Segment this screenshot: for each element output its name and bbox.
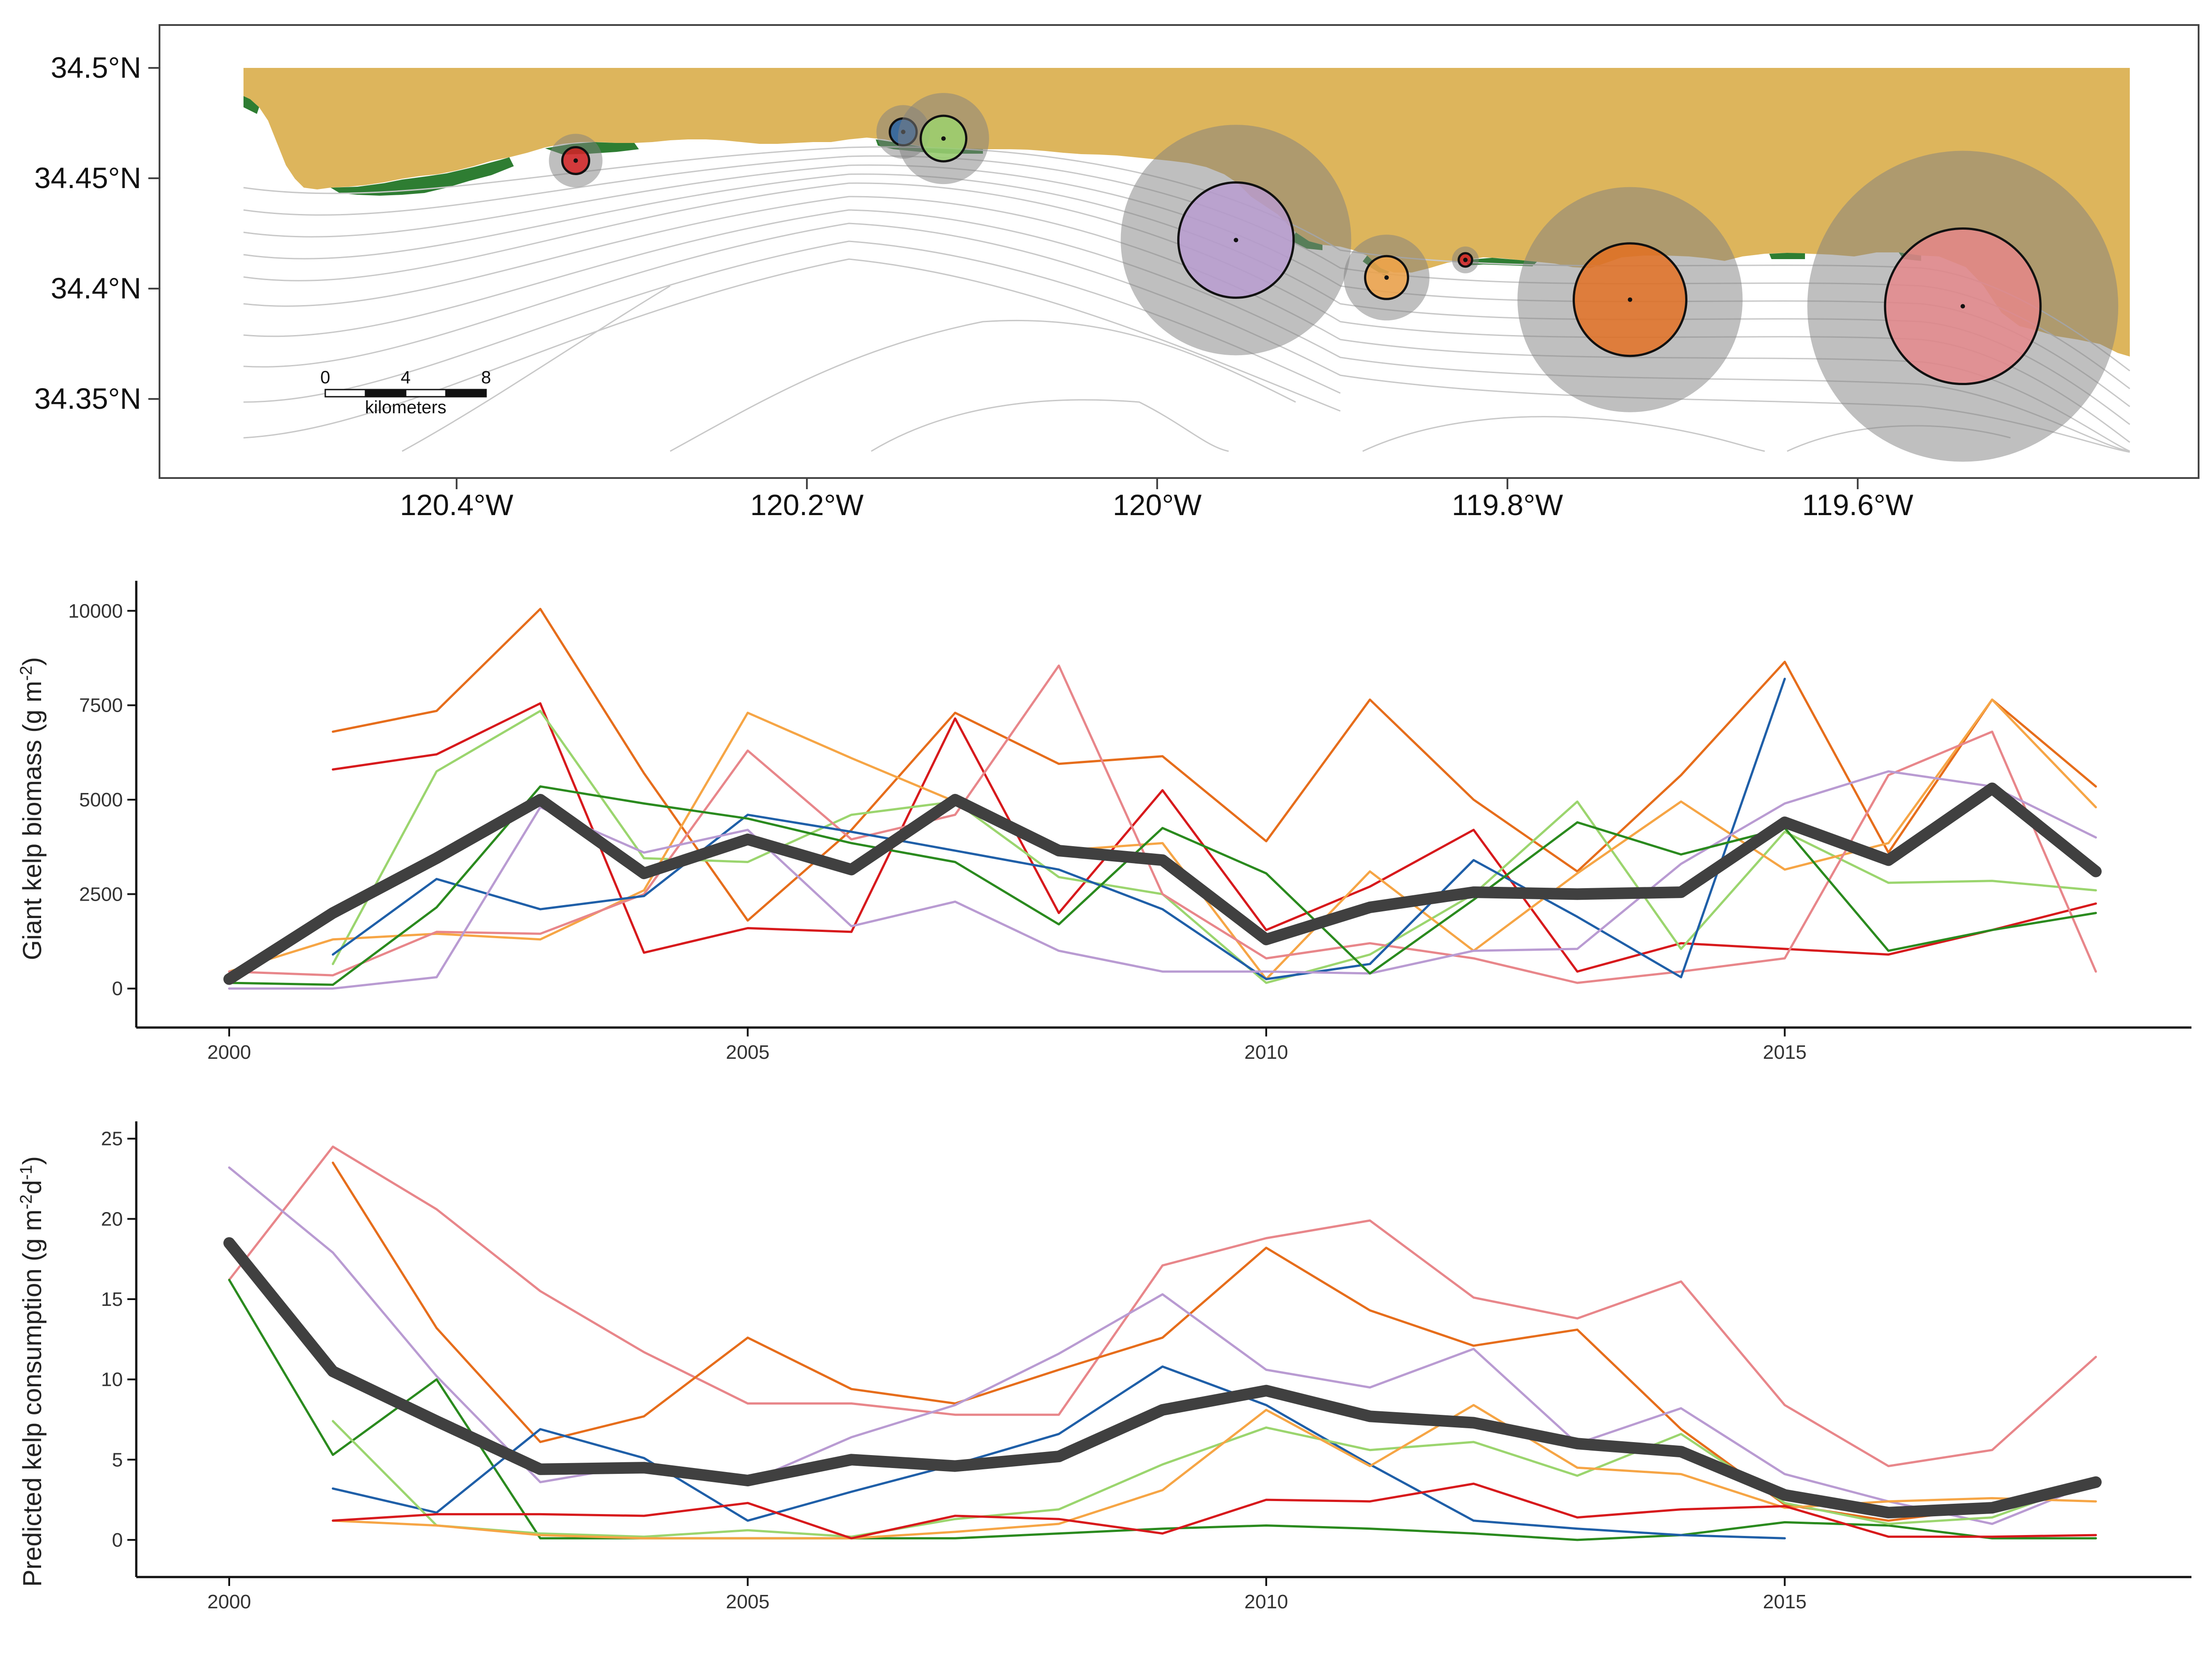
consumption-series-line-6 [332, 1404, 2097, 1540]
consumption-series-line-2 [228, 1166, 2097, 1525]
biomass-y-tick-label-0: 0 [112, 978, 123, 1000]
biomass-y-axis-title: Giant kelp biomass (g m-2) [17, 657, 47, 960]
consumption-y-tick-label-10: 10 [101, 1369, 123, 1391]
consumption-y-title-sup1: -2 [17, 1194, 36, 1209]
biomass-series-line-3 [228, 698, 2097, 981]
biomass-panel: 0 2500 5000 7500 10000 2000 2005 2010 2015 Giant… [17, 581, 2191, 1063]
site-point-3 [1234, 238, 1238, 243]
map-lon-axis [456, 478, 1859, 489]
site-point-5 [1463, 257, 1468, 262]
consumption-y-tick-label-0: 0 [112, 1529, 123, 1551]
biomass-series-line-8 [223, 782, 2102, 985]
biomass-y-title-close: ) [18, 657, 47, 666]
biomass-x-tick-label-2015: 2015 [1763, 1041, 1807, 1063]
biomass-series-line-4 [228, 664, 2097, 984]
consumption-x-tick-label-2000: 2000 [207, 1591, 251, 1613]
site-point-4 [1384, 275, 1389, 280]
biomass-x-tick-label-2000: 2000 [207, 1041, 251, 1063]
lat-tick-34-4: 34.4°N [50, 272, 141, 305]
consumption-y-tick-label-15: 15 [101, 1288, 123, 1310]
consumption-y-title-main: Predicted kelp consumption (g m [18, 1209, 47, 1587]
lon-tick-119-8: 119.8°W [1452, 488, 1564, 521]
biomass-series [223, 608, 2102, 990]
scale-unit: kilometers [365, 398, 446, 417]
consumption-y-tick-label-5: 5 [112, 1449, 123, 1471]
consumption-panel: 0 5 10 15 20 25 2000 2005 2010 2015 Predicted kel… [17, 1121, 2191, 1613]
site-point-0 [573, 158, 578, 163]
lat-tick-34-5: 34.5°N [50, 51, 141, 84]
biomass-axes: 0 2500 5000 7500 10000 2000 2005 2010 2015 [68, 581, 2191, 1063]
land-area [243, 68, 2130, 357]
consumption-x-tick-label-2005: 2005 [726, 1591, 770, 1613]
consumption-y-title-close: ) [18, 1156, 47, 1165]
consumption-series [223, 1145, 2102, 1541]
biomass-y-title-main: Giant kelp biomass (g m [18, 681, 47, 960]
biomass-series-line-0 [332, 608, 2097, 922]
consumption-y-tick-label-25: 25 [101, 1128, 123, 1150]
consumption-series-line-0 [228, 1145, 2097, 1468]
lat-tick-34-35: 34.35°N [34, 382, 141, 415]
site-point-6 [1628, 297, 1633, 302]
consumption-series-line-7 [332, 1482, 2097, 1540]
scale-label-0: 0 [320, 368, 330, 387]
biomass-y-tick-label-5000: 5000 [79, 789, 123, 811]
consumption-y-axis-title: Predicted kelp consumption (g m-2d-1) [17, 1156, 47, 1587]
lon-tick-120-4: 120.4°W [400, 488, 514, 521]
consumption-y-tick-label-20: 20 [101, 1208, 123, 1230]
consumption-y-title-sup2: -1 [17, 1165, 36, 1180]
biomass-x-tick-label-2010: 2010 [1244, 1041, 1288, 1063]
consumption-axes: 0 5 10 15 20 25 2000 2005 2010 2015 [101, 1121, 2191, 1613]
biomass-series-line-2 [332, 709, 2097, 984]
consumption-x-tick-label-2010: 2010 [1244, 1591, 1288, 1613]
lon-tick-120-2: 120.2°W [750, 488, 864, 521]
scale-label-8: 8 [481, 368, 491, 387]
consumption-y-title-mid: d [18, 1180, 47, 1194]
lon-tick-120: 120°W [1113, 488, 1202, 521]
consumption-series-line-3 [228, 1279, 2097, 1541]
map-lat-axis [148, 67, 159, 400]
biomass-y-title-sup: -2 [17, 666, 36, 681]
biomass-x-tick-label-2005: 2005 [726, 1041, 770, 1063]
site-circles [549, 93, 2119, 462]
scale-label-4: 4 [401, 368, 411, 387]
lon-tick-119-6: 119.6°W [1802, 488, 1914, 521]
biomass-y-tick-label-2500: 2500 [79, 883, 123, 905]
biomass-y-tick-label-7500: 7500 [79, 695, 123, 717]
biomass-y-tick-label-10000: 10000 [68, 600, 123, 622]
biomass-series-line-6 [228, 770, 2097, 990]
consumption-series-line-4 [332, 1365, 1786, 1540]
site-point-7 [1960, 304, 1965, 309]
lat-tick-34-45: 34.45°N [34, 161, 141, 194]
map-panel: 0 4 8 kilometers 34.35°N 34.4°N 34.45°N … [34, 24, 2199, 521]
biomass-series-line-1 [332, 702, 2097, 973]
consumption-x-tick-label-2015: 2015 [1763, 1591, 1807, 1613]
consumption-series-line-8 [223, 1237, 2102, 1519]
site-point-2 [941, 136, 946, 141]
scale-bar: 0 4 8 kilometers [320, 368, 491, 417]
